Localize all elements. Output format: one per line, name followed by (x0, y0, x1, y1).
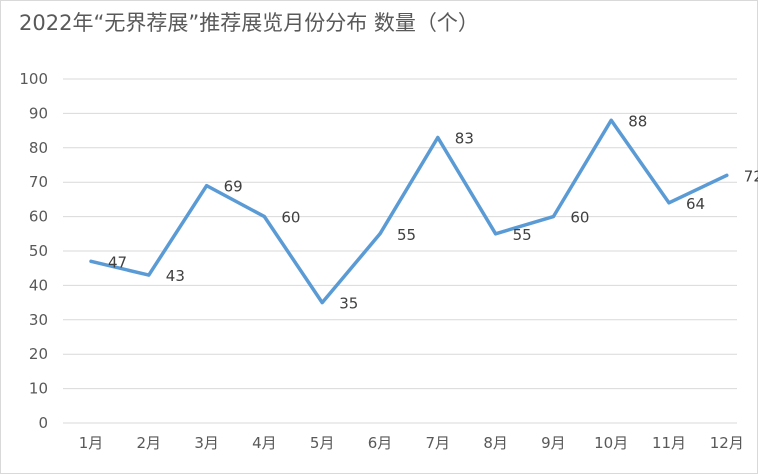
y-tick-label: 40 (29, 276, 48, 294)
data-point (320, 301, 324, 305)
data-label: 60 (570, 209, 589, 227)
y-tick-label: 10 (29, 380, 48, 398)
y-tick-label: 20 (29, 345, 48, 363)
data-label: 83 (455, 129, 474, 147)
x-tick-label: 1月 (79, 434, 104, 452)
data-label: 43 (166, 267, 185, 285)
data-point (667, 201, 671, 205)
x-tick-label: 5月 (310, 434, 335, 452)
gridlines (63, 78, 737, 424)
y-tick-label: 0 (38, 414, 48, 432)
x-tick-label: 2月 (137, 434, 162, 452)
series-line (89, 118, 729, 305)
data-point (262, 215, 266, 219)
data-label: 69 (224, 178, 243, 196)
data-point (494, 232, 498, 236)
data-label: 55 (513, 226, 532, 244)
data-label: 35 (339, 295, 358, 313)
data-point (378, 232, 382, 236)
data-label: 64 (686, 195, 705, 213)
x-tick-label: 6月 (368, 434, 393, 452)
data-point (205, 184, 209, 188)
y-tick-label: 30 (29, 311, 48, 329)
x-tick-label: 9月 (541, 434, 566, 452)
data-label: 88 (628, 112, 647, 130)
data-point (551, 215, 555, 219)
x-tick-label: 4月 (252, 434, 277, 452)
y-tick-label: 70 (29, 173, 48, 191)
x-tick-label: 12月 (710, 434, 744, 452)
x-tick-label: 8月 (483, 434, 508, 452)
data-point (436, 135, 440, 139)
y-axis: 0 10 20 30 40 50 60 70 80 90 100 (19, 70, 48, 432)
data-point (609, 118, 613, 122)
y-tick-label: 90 (29, 104, 48, 122)
data-label: 47 (108, 253, 127, 271)
x-tick-label: 3月 (194, 434, 219, 452)
data-labels: 47 43 69 60 35 55 83 55 60 88 64 72 (108, 112, 758, 312)
data-point (147, 273, 151, 277)
data-point (89, 259, 93, 263)
x-tick-label: 10月 (594, 434, 628, 452)
x-tick-label: 11月 (652, 434, 686, 452)
data-point (725, 173, 729, 177)
x-axis: 1月 2月 3月 4月 5月 6月 7月 8月 9月 10月 11月 12月 (79, 434, 744, 452)
y-tick-label: 50 (29, 242, 48, 260)
y-tick-label: 60 (29, 208, 48, 226)
x-tick-label: 7月 (426, 434, 451, 452)
series-polyline (89, 118, 729, 305)
data-label: 60 (281, 209, 300, 227)
chart-title: 2022年“无界荐展”推荐展览月份分布 数量（个） (19, 11, 479, 35)
data-label: 55 (397, 226, 416, 244)
y-tick-label: 80 (29, 139, 48, 157)
data-label: 72 (744, 167, 758, 185)
y-tick-label: 100 (19, 70, 48, 88)
